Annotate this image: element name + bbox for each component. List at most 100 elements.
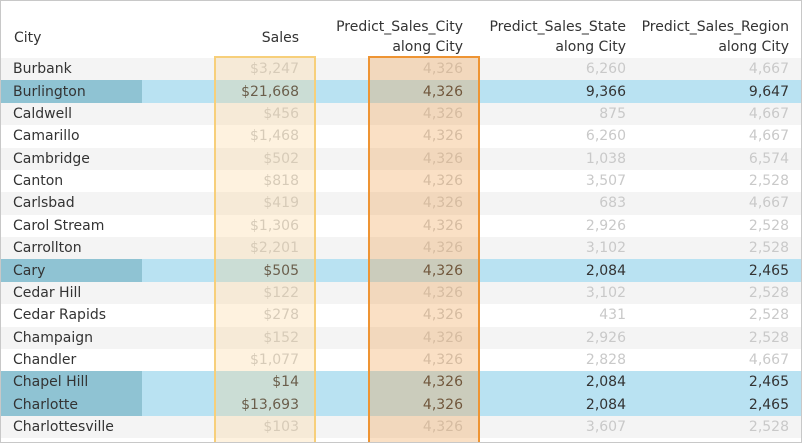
predict-state-cell: 3,102 <box>585 240 626 257</box>
predict-city-cell: 4,326 <box>422 128 463 145</box>
table-row[interactable]: Cedar Rapids $278 4,326 431 2,528 <box>1 304 801 327</box>
city-cell: Chandler <box>13 352 77 369</box>
predict-region-cell: 2,528 <box>748 329 789 346</box>
predict-state-cell: 2,828 <box>585 352 626 369</box>
predict-state-cell: 2,084 <box>585 374 626 391</box>
predict-state-cell: 2,926 <box>585 329 626 346</box>
table-row[interactable]: Champaign $152 4,326 2,926 2,528 <box>1 326 801 349</box>
sales-cell: $21,668 <box>241 83 299 100</box>
predict-city-cell: 4,326 <box>422 105 463 122</box>
city-cell: Chapel Hill <box>13 374 89 391</box>
header-predict-state[interactable]: Predict_Sales_State along City <box>489 17 626 57</box>
predict-city-cell: 4,326 <box>422 150 463 167</box>
predict-state-cell: 2,926 <box>585 217 626 234</box>
predict-region-cell: 4,667 <box>748 105 789 122</box>
predict-state-cell: 683 <box>599 195 626 212</box>
table-row[interactable]: Caldwell $456 4,326 875 4,667 <box>1 102 801 126</box>
table-row[interactable]: Burlington $21,668 4,326 9,366 9,647 <box>1 80 801 103</box>
sales-cell: $122 <box>263 284 299 301</box>
header-predict-city-line2: along City <box>392 39 463 55</box>
sales-cell: $502 <box>263 150 299 167</box>
predict-region-cell: 2,528 <box>748 419 789 436</box>
city-cell: Camarillo <box>13 128 80 145</box>
header-city[interactable]: City <box>14 30 42 46</box>
predict-region-cell: 2,528 <box>748 284 789 301</box>
predict-state-cell: 431 <box>599 307 626 324</box>
city-cell: Cedar Hill <box>13 284 82 301</box>
header-predict-region-line1: Predict_Sales_Region <box>641 19 789 35</box>
table-row[interactable]: Carrollton $2,201 4,326 3,102 2,528 <box>1 237 801 260</box>
predict-state-cell: 3,102 <box>585 284 626 301</box>
predict-region-cell: 4,667 <box>748 128 789 145</box>
city-cell: Cary <box>13 262 46 279</box>
predict-state-cell: 6,260 <box>585 128 626 145</box>
city-cell: Burlington <box>13 83 86 100</box>
table-row[interactable]: Carol Stream $1,306 4,326 2,926 2,528 <box>1 214 801 237</box>
city-cell: Carol Stream <box>13 217 105 234</box>
table-header: City Sales Predict_Sales_City along City… <box>1 1 801 58</box>
table-row[interactable]: Chandler $1,077 4,326 2,828 4,667 <box>1 348 801 372</box>
predict-city-cell: 4,326 <box>422 173 463 190</box>
predict-city-cell: 4,326 <box>422 419 463 436</box>
city-cell: Champaign <box>13 329 93 346</box>
city-cell: Carrollton <box>13 240 82 257</box>
predict-city-cell: 4,326 <box>422 83 463 100</box>
header-predict-state-line1: Predict_Sales_State <box>489 19 626 35</box>
predict-state-cell: 2,084 <box>585 396 626 413</box>
predict-region-cell: 9,647 <box>748 83 789 100</box>
sales-cell: $14 <box>272 374 299 391</box>
table-row[interactable]: Burbank $3,247 4,326 6,260 4,667 <box>1 58 801 81</box>
predict-region-cell: 6,574 <box>748 150 789 167</box>
city-cell: Cedar Rapids <box>13 307 107 324</box>
sales-cell: $13,693 <box>241 396 299 413</box>
table-row[interactable]: Cary $505 4,326 2,084 2,465 <box>1 259 801 282</box>
header-predict-region-line2: along City <box>718 39 789 55</box>
table-row[interactable]: Carlsbad $419 4,326 683 4,667 <box>1 192 801 215</box>
predict-state-cell: 2,084 <box>585 262 626 279</box>
predict-city-cell: 4,326 <box>422 262 463 279</box>
predict-city-cell: 4,326 <box>422 284 463 301</box>
predict-state-cell: 9,366 <box>585 83 626 100</box>
sales-cell: $456 <box>263 105 299 122</box>
predict-state-cell: 3,607 <box>585 419 626 436</box>
predict-city-cell: 4,326 <box>422 352 463 369</box>
sales-cell: $278 <box>263 307 299 324</box>
selected-city-cell <box>1 393 142 416</box>
predict-region-cell: 4,667 <box>748 352 789 369</box>
table-row[interactable]: Charlottesville $103 4,326 3,607 2,528 <box>1 416 801 439</box>
predict-city-cell: 4,326 <box>422 217 463 234</box>
predict-region-cell: 4,667 <box>748 61 789 78</box>
predict-city-cell: 4,326 <box>422 329 463 346</box>
predict-city-cell: 4,326 <box>422 396 463 413</box>
sales-cell: $419 <box>263 195 299 212</box>
sales-cell: $505 <box>263 262 299 279</box>
selected-city-cell <box>1 371 142 394</box>
predict-region-cell: 2,465 <box>748 262 789 279</box>
sales-cell: $1,306 <box>250 217 299 234</box>
predict-region-cell: 2,465 <box>748 374 789 391</box>
table-row[interactable]: Charlotte $13,693 4,326 2,084 2,465 <box>1 393 801 416</box>
predict-region-cell: 2,528 <box>748 173 789 190</box>
city-cell: Cambridge <box>13 150 90 167</box>
city-cell: Carlsbad <box>13 195 75 212</box>
predict-state-cell: 875 <box>599 105 626 122</box>
table-row[interactable]: Cambridge $502 4,326 1,038 6,574 <box>1 147 801 170</box>
header-predict-state-line2: along City <box>555 39 626 55</box>
city-cell: Caldwell <box>13 105 72 122</box>
selected-city-cell <box>1 259 142 282</box>
header-predict-region[interactable]: Predict_Sales_Region along City <box>642 17 789 57</box>
header-sales[interactable]: Sales <box>261 30 299 46</box>
sales-cell: $818 <box>263 173 299 190</box>
table-row[interactable]: Camarillo $1,468 4,326 6,260 4,667 <box>1 125 801 148</box>
table-row[interactable]: Cedar Hill $122 4,326 3,102 2,528 <box>1 281 801 305</box>
table-row[interactable]: Canton $818 4,326 3,507 2,528 <box>1 169 801 193</box>
sales-cell: $3,247 <box>250 61 299 78</box>
predict-region-cell: 2,465 <box>748 396 789 413</box>
sales-cell: $1,468 <box>250 128 299 145</box>
predict-city-cell: 4,326 <box>422 195 463 212</box>
city-cell: Charlotte <box>13 396 79 413</box>
header-predict-city[interactable]: Predict_Sales_City along City <box>336 17 463 57</box>
table-row[interactable]: Chapel Hill $14 4,326 2,084 2,465 <box>1 371 801 394</box>
predict-state-cell: 3,507 <box>585 173 626 190</box>
